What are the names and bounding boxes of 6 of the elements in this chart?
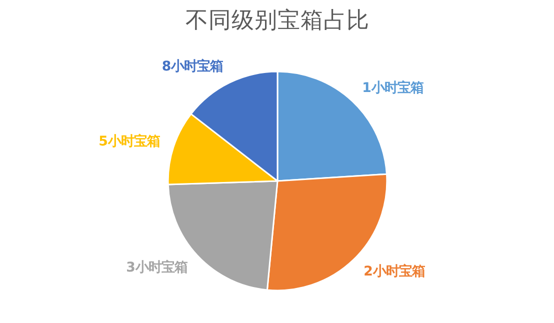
chart-title: 不同级别宝箱占比	[186, 8, 370, 34]
slice-label: 1小时宝箱	[362, 80, 424, 96]
slice-label: 3小时宝箱	[126, 259, 188, 276]
slice-label: 2小时宝箱	[364, 264, 425, 280]
slice-label: 8小时宝箱	[162, 58, 224, 75]
slice-label: 5小时宝箱	[98, 133, 160, 150]
